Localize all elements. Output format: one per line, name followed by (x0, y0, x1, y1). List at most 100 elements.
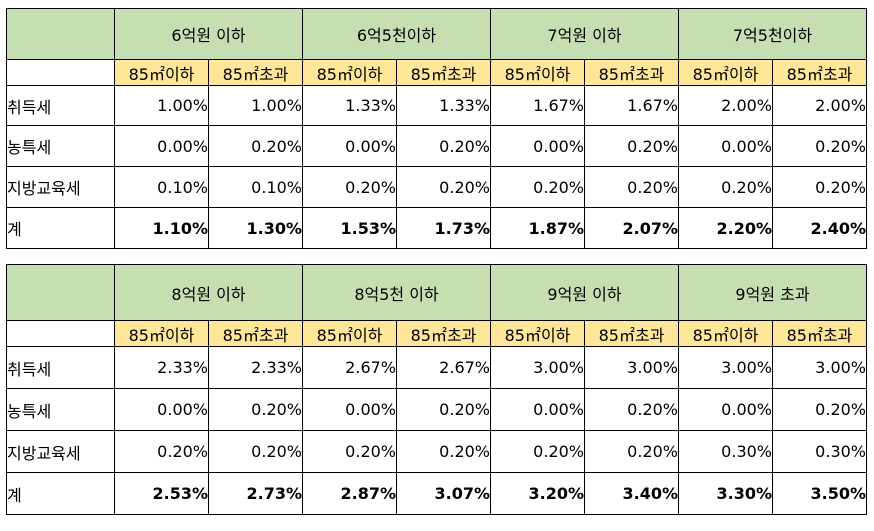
row-label: 농특세 (6, 388, 115, 431)
total-rate-cell: 3.30% (678, 472, 773, 515)
rate-cell: 0.20% (396, 125, 491, 167)
area-subheader: 85㎡이하 (114, 59, 209, 86)
rate-cell: 0.20% (396, 166, 491, 208)
area-subheader: 85㎡초과 (584, 320, 679, 347)
price-group-header: 6억5천이하 (302, 8, 491, 60)
price-group-header: 7억원 이하 (490, 8, 679, 60)
row-label: 지방교육세 (6, 430, 115, 473)
rate-cell: 0.20% (772, 388, 867, 431)
total-rate-cell: 1.10% (114, 207, 209, 249)
blank-cell (6, 320, 115, 347)
corner-cell (6, 264, 115, 321)
total-rate-cell: 3.50% (772, 472, 867, 515)
area-subheader: 85㎡초과 (208, 59, 303, 86)
row-label: 계 (6, 207, 115, 249)
rate-cell: 3.00% (772, 346, 867, 389)
rate-cell: 0.20% (584, 125, 679, 167)
rate-cell: 0.00% (678, 388, 773, 431)
total-row: 계 1.10% 1.30% 1.53% 1.73% 1.87% 2.07% 2.… (6, 207, 867, 249)
area-subheader: 85㎡이하 (490, 320, 585, 347)
rate-cell: 0.00% (114, 125, 209, 167)
blank-cell (6, 59, 115, 86)
rate-cell: 0.00% (302, 125, 397, 167)
rate-cell: 3.00% (584, 346, 679, 389)
row-label: 농특세 (6, 125, 115, 167)
rate-cell: 0.30% (678, 430, 773, 473)
total-rate-cell: 2.53% (114, 472, 209, 515)
area-subheader: 85㎡초과 (396, 320, 491, 347)
price-group-header: 7억5천이하 (678, 8, 867, 60)
rate-cell: 0.20% (208, 125, 303, 167)
price-group-header: 8억5천 이하 (302, 264, 491, 321)
area-subheader: 85㎡초과 (584, 59, 679, 86)
rate-cell: 0.20% (678, 166, 773, 208)
area-subheader: 85㎡이하 (490, 59, 585, 86)
rate-cell: 0.00% (490, 388, 585, 431)
rate-cell: 0.00% (114, 388, 209, 431)
rate-cell: 1.33% (302, 85, 397, 126)
area-subheader: 85㎡초과 (772, 59, 867, 86)
rate-cell: 2.67% (302, 346, 397, 389)
table-row: 취득세 2.33% 2.33% 2.67% 2.67% 3.00% 3.00% … (6, 346, 867, 389)
price-group-header: 8억원 이하 (114, 264, 303, 321)
total-rate-cell: 3.40% (584, 472, 679, 515)
total-rate-cell: 1.30% (208, 207, 303, 249)
total-rate-cell: 3.20% (490, 472, 585, 515)
row-label: 지방교육세 (6, 166, 115, 208)
table-row: 농특세 0.00% 0.20% 0.00% 0.20% 0.00% 0.20% … (6, 125, 867, 167)
rate-cell: 1.00% (114, 85, 209, 126)
rate-cell: 0.20% (584, 166, 679, 208)
rate-cell: 2.67% (396, 346, 491, 389)
price-group-header: 9억원 초과 (678, 264, 867, 321)
rate-cell: 1.67% (584, 85, 679, 126)
rate-cell: 1.00% (208, 85, 303, 126)
area-subheader: 85㎡이하 (678, 320, 773, 347)
rate-cell: 0.30% (772, 430, 867, 473)
total-rate-cell: 2.20% (678, 207, 773, 249)
table-row: 취득세 1.00% 1.00% 1.33% 1.33% 1.67% 1.67% … (6, 85, 867, 126)
rate-cell: 0.20% (396, 430, 491, 473)
rate-cell: 0.20% (208, 388, 303, 431)
area-subheader: 85㎡이하 (114, 320, 209, 347)
total-rate-cell: 1.73% (396, 207, 491, 249)
rate-cell: 0.00% (302, 388, 397, 431)
area-subheader: 85㎡이하 (302, 320, 397, 347)
rate-cell: 0.20% (584, 430, 679, 473)
rate-cell: 0.20% (208, 430, 303, 473)
row-label: 계 (6, 472, 115, 515)
area-subheader: 85㎡이하 (678, 59, 773, 86)
total-rate-cell: 2.73% (208, 472, 303, 515)
rate-cell: 1.33% (396, 85, 491, 126)
table-row: 지방교육세 0.10% 0.10% 0.20% 0.20% 0.20% 0.20… (6, 166, 867, 208)
tax-rate-table-2: 8억원 이하 8억5천 이하 9억원 이하 9억원 초과 85㎡이하 85㎡초과… (6, 264, 867, 515)
total-rate-cell: 1.87% (490, 207, 585, 249)
rate-cell: 0.00% (678, 125, 773, 167)
rate-cell: 0.20% (772, 125, 867, 167)
rate-cell: 0.20% (584, 388, 679, 431)
area-subheader: 85㎡초과 (208, 320, 303, 347)
area-subheader-row: 85㎡이하 85㎡초과 85㎡이하 85㎡초과 85㎡이하 85㎡초과 85㎡이… (6, 320, 867, 347)
tax-rate-table-1: 6억원 이하 6억5천이하 7억원 이하 7억5천이하 85㎡이하 85㎡초과 … (6, 8, 867, 249)
table-row: 지방교육세 0.20% 0.20% 0.20% 0.20% 0.20% 0.20… (6, 430, 867, 473)
total-rate-cell: 2.87% (302, 472, 397, 515)
row-label: 취득세 (6, 85, 115, 126)
rate-cell: 3.00% (490, 346, 585, 389)
rate-cell: 2.33% (208, 346, 303, 389)
group-header-row: 6억원 이하 6억5천이하 7억원 이하 7억5천이하 (6, 8, 867, 60)
rate-cell: 2.00% (772, 85, 867, 126)
rate-cell: 0.20% (114, 430, 209, 473)
rate-cell: 2.33% (114, 346, 209, 389)
rate-cell: 0.20% (396, 388, 491, 431)
rate-cell: 0.20% (490, 430, 585, 473)
rate-cell: 0.20% (772, 166, 867, 208)
rate-cell: 0.10% (114, 166, 209, 208)
total-rate-cell: 2.40% (772, 207, 867, 249)
price-group-header: 6억원 이하 (114, 8, 303, 60)
total-rate-cell: 2.07% (584, 207, 679, 249)
rate-cell: 0.20% (302, 166, 397, 208)
table-row: 농특세 0.00% 0.20% 0.00% 0.20% 0.00% 0.20% … (6, 388, 867, 431)
group-header-row: 8억원 이하 8억5천 이하 9억원 이하 9억원 초과 (6, 264, 867, 321)
row-label: 취득세 (6, 346, 115, 389)
rate-cell: 2.00% (678, 85, 773, 126)
area-subheader: 85㎡초과 (772, 320, 867, 347)
